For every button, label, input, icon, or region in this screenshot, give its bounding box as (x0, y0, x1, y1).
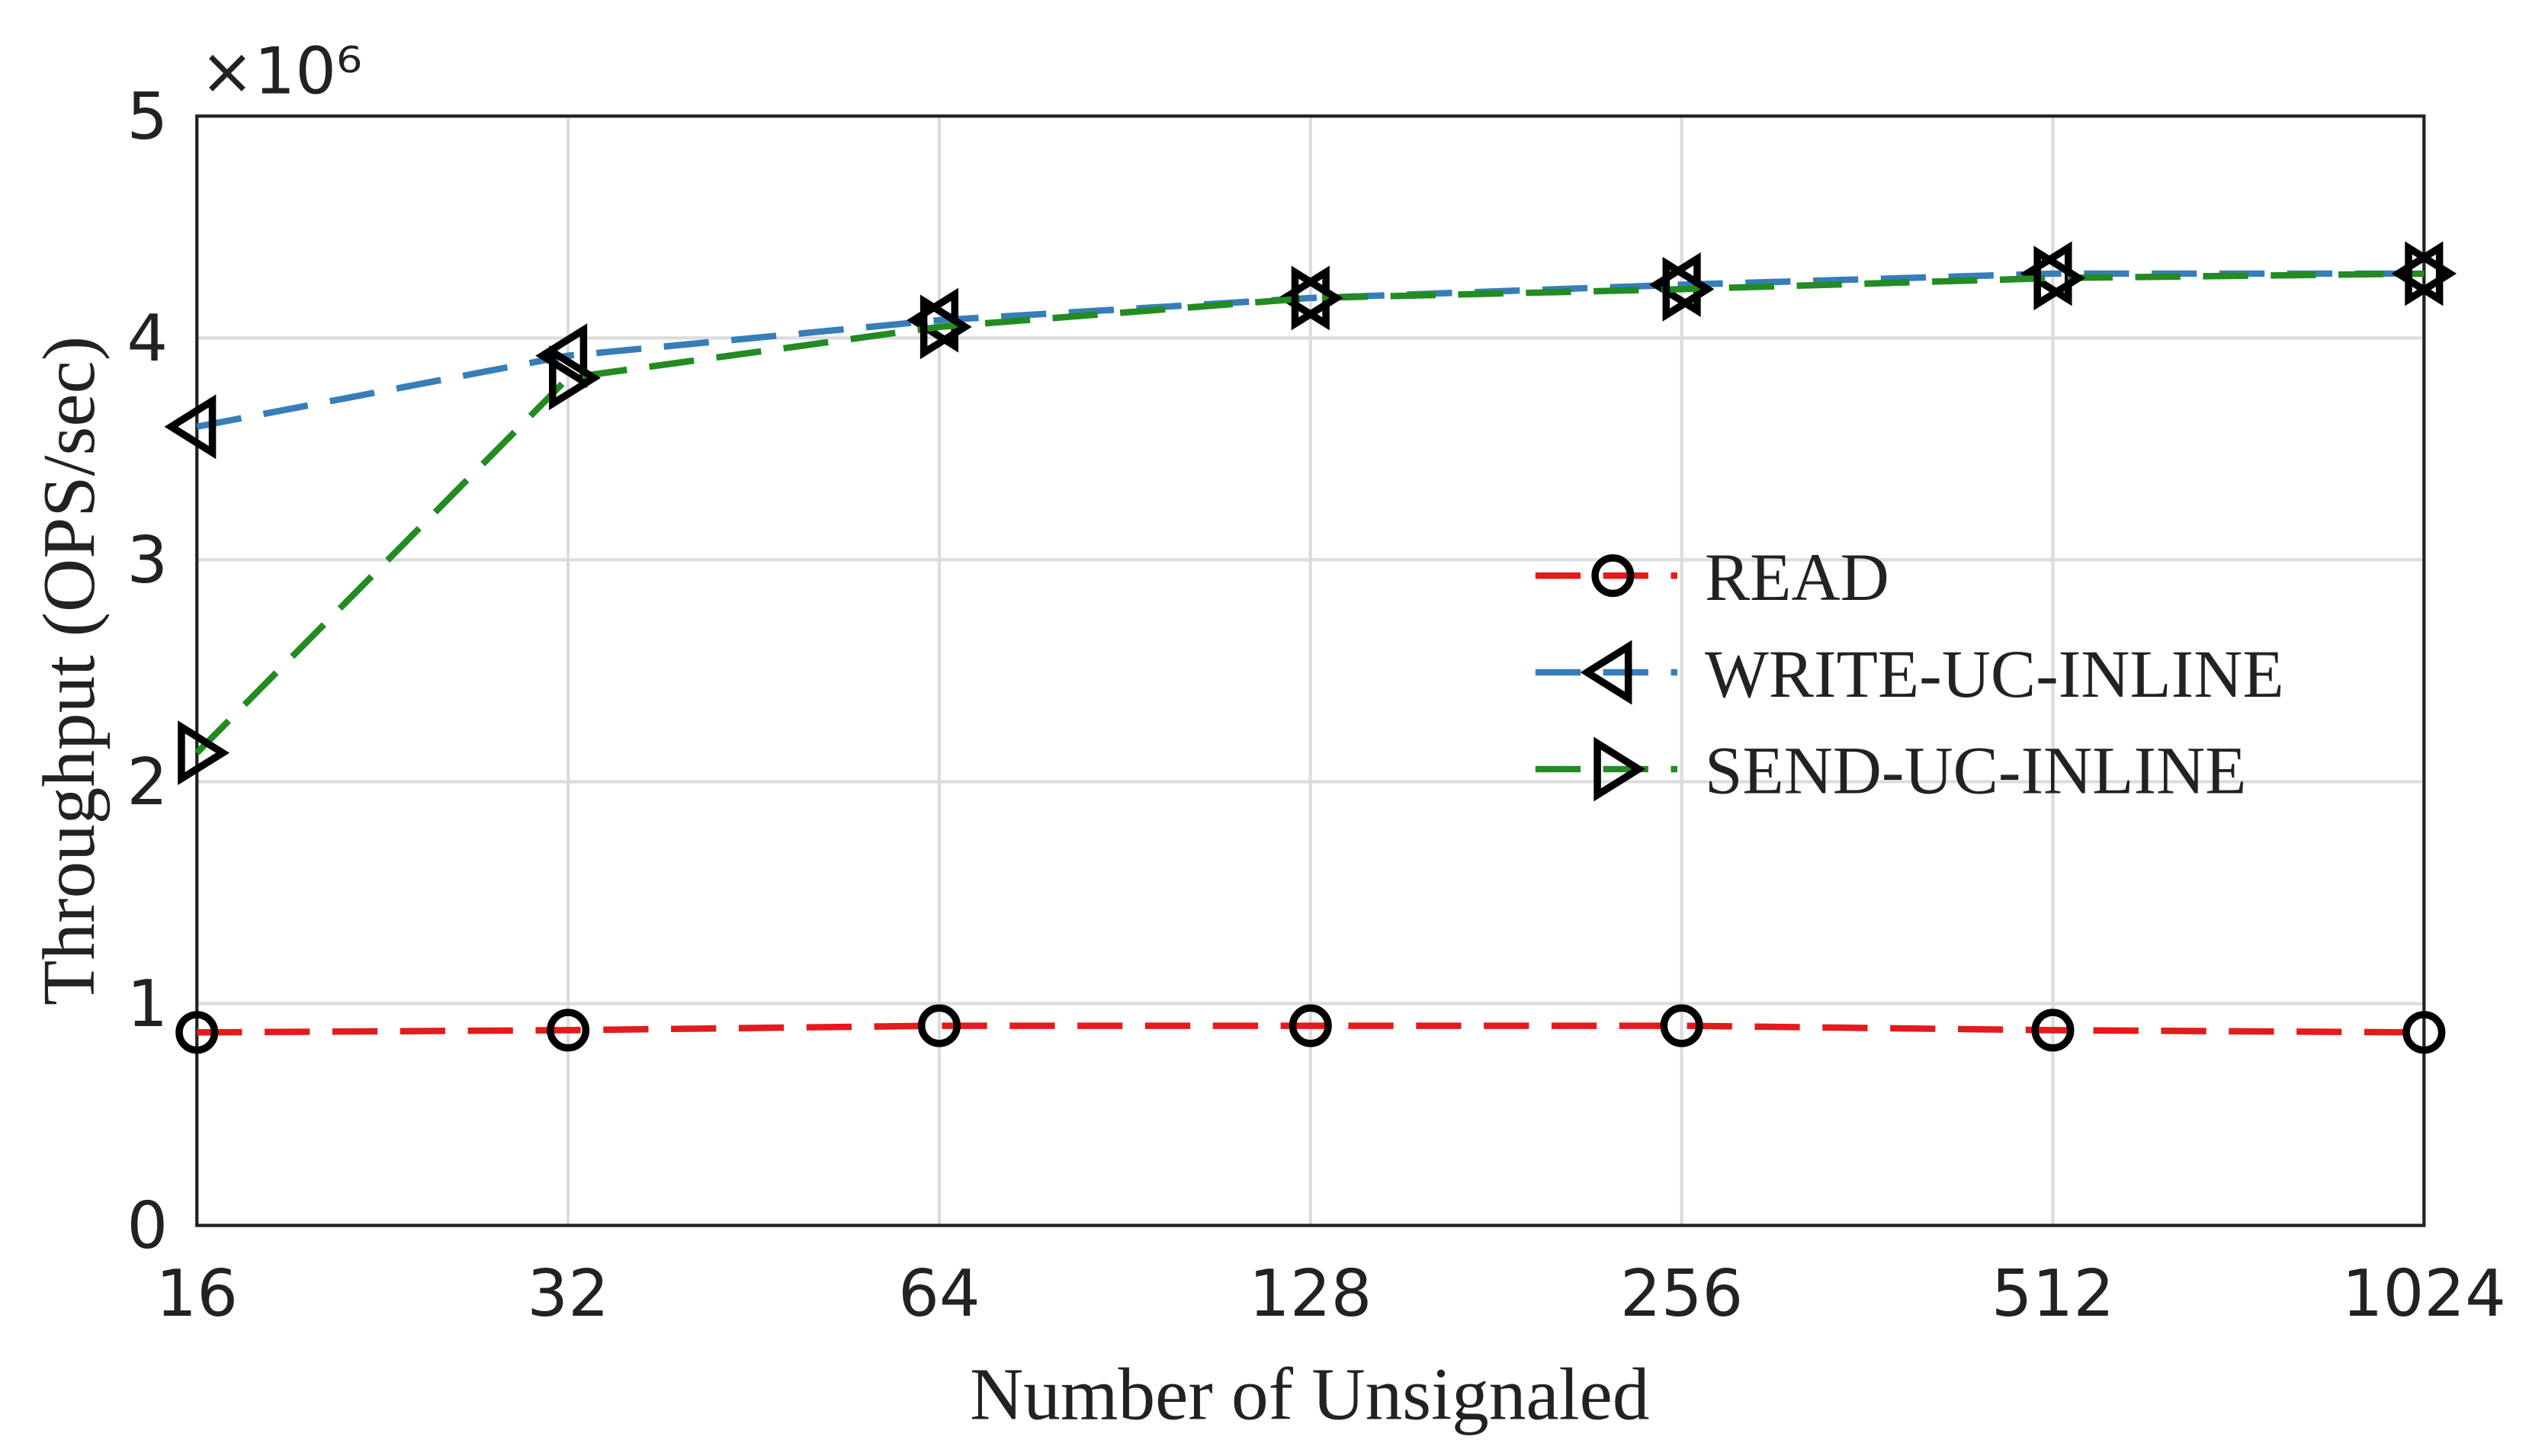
x-tick-label: 256 (1620, 1256, 1743, 1331)
series-line (197, 1022, 2425, 1036)
data-point (2405, 241, 2457, 306)
y-tick-label: 4 (127, 300, 168, 376)
data-point (2033, 245, 2086, 311)
data-point (2391, 241, 2444, 306)
data-point (547, 1009, 590, 1052)
x-tick-label: 16 (156, 1256, 238, 1331)
data-point (2031, 1009, 2075, 1052)
data-point (917, 1004, 961, 1047)
legend-label: SEND-UC-INLINE (1705, 734, 2246, 809)
y-axis-title: Throughput (OPS/sec) (28, 336, 111, 1005)
series-line (196, 270, 2425, 430)
data-point (549, 345, 601, 411)
legend-label: WRITE-UC-INLINE (1705, 637, 2284, 712)
legend-marker (1593, 736, 1646, 802)
x-tick-label: 32 (527, 1256, 609, 1331)
y-multiplier: ×10⁶ (200, 34, 361, 109)
data-point (178, 720, 230, 786)
data-point (2402, 1011, 2446, 1054)
x-tick-label: 128 (1249, 1256, 1372, 1331)
plot-frame (195, 114, 2426, 1227)
legend-marker (1591, 554, 1635, 598)
y-tick-label: 5 (127, 79, 168, 154)
data-point (164, 394, 217, 460)
y-tick-label: 3 (127, 522, 168, 598)
x-tick-label: 1024 (2342, 1256, 2506, 1331)
data-point (1662, 256, 1715, 322)
x-axis-title: Number of Unsignaled (970, 1353, 1650, 1435)
data-point (175, 1011, 219, 1054)
data-point (1660, 1004, 1703, 1047)
data-point (1289, 1004, 1332, 1047)
legend-label: READ (1705, 540, 1889, 615)
y-tick-label: 2 (127, 744, 168, 819)
data-point (535, 323, 588, 389)
x-tick-label: 512 (1991, 1256, 2114, 1331)
legend-marker (1580, 640, 1632, 705)
data-point (1291, 265, 1343, 331)
y-tick-label: 0 (127, 1188, 168, 1263)
y-tick-label: 1 (127, 966, 168, 1041)
x-tick-label: 64 (898, 1256, 980, 1331)
data-point (919, 294, 972, 360)
